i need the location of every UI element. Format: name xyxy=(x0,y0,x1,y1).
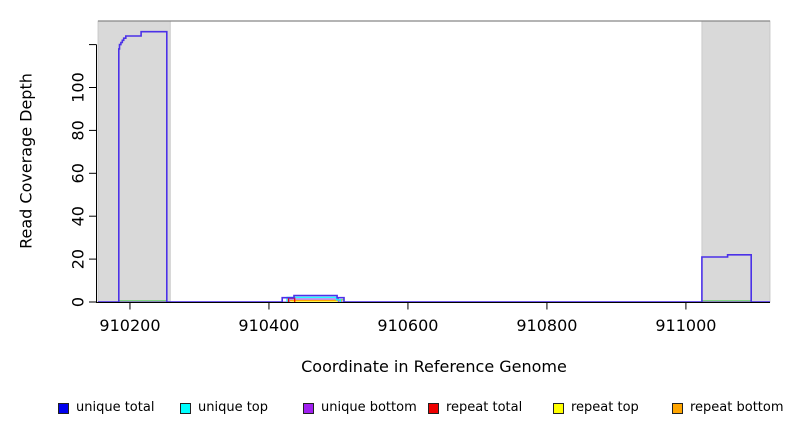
shaded-region xyxy=(701,20,771,303)
legend-item-unique-total: unique total xyxy=(58,400,154,416)
legend-label: repeat total xyxy=(446,400,523,415)
unique-top-swatch-icon xyxy=(180,402,191,414)
y-tick-label: 60 xyxy=(69,163,88,183)
series-unique-total xyxy=(98,30,770,303)
x-axis-title: Coordinate in Reference Genome xyxy=(301,357,567,376)
legend-item-repeat-top: repeat top xyxy=(553,400,639,416)
legend-label: unique bottom xyxy=(321,400,417,415)
unique-bottom-swatch-icon xyxy=(303,402,314,414)
legend-label: repeat bottom xyxy=(690,400,784,415)
shaded-region xyxy=(97,20,171,303)
legend-item-repeat-total: repeat total xyxy=(428,400,522,416)
repeat-top-swatch-icon xyxy=(553,402,564,414)
legend-label: unique top xyxy=(198,400,269,415)
y-tick-label: 20 xyxy=(69,249,88,269)
y-axis-title: Read Coverage Depth xyxy=(16,73,36,249)
y-tick-label: 40 xyxy=(69,206,88,226)
x-tick-label: 910400 xyxy=(238,316,299,335)
legend-label: unique total xyxy=(76,400,155,415)
legend-label: repeat top xyxy=(571,400,639,415)
repeat-bottom-swatch-icon xyxy=(672,402,683,414)
y-tick-label: 0 xyxy=(69,297,88,307)
plot-canvas: 0 20 40 60 80 100 910200 910400 910600 910800 9110… xyxy=(69,20,771,335)
x-tick-label: 911000 xyxy=(655,316,716,335)
unique-total-swatch-icon xyxy=(58,402,69,414)
x-tick-label: 910200 xyxy=(99,316,160,335)
legend-item-unique-top: unique top xyxy=(180,400,268,416)
repeat-total-swatch-icon xyxy=(428,402,439,414)
legend-item-unique-bottom: unique bottom xyxy=(303,400,417,416)
y-tick-label: 80 xyxy=(69,120,88,140)
series-repeat-bottom xyxy=(289,299,342,302)
x-tick-label: 910800 xyxy=(516,316,577,335)
x-tick-label: 910600 xyxy=(377,316,438,335)
y-tick-label: 100 xyxy=(69,72,88,103)
legend-item-repeat-bottom: repeat bottom xyxy=(672,400,784,416)
